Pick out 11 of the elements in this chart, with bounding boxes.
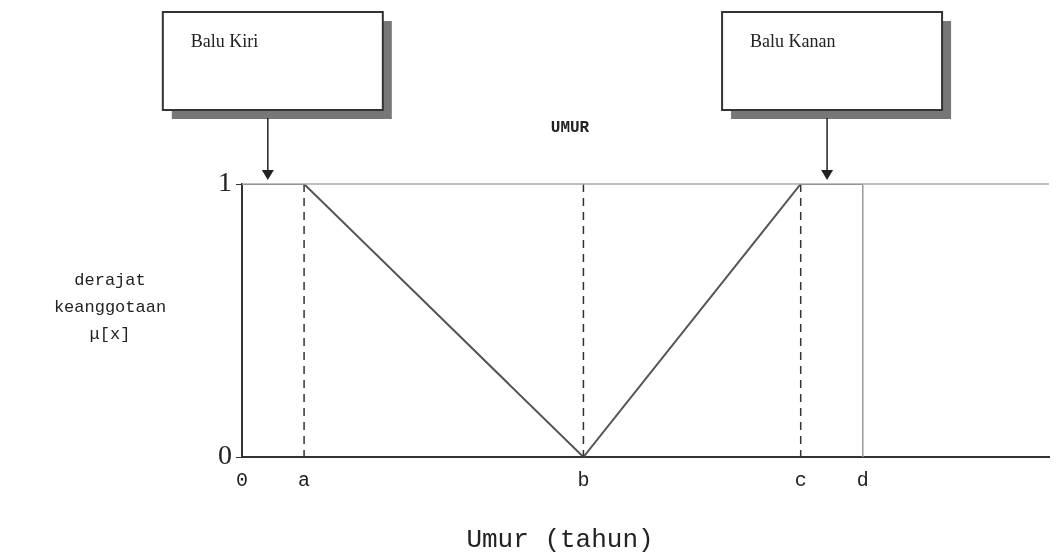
chart-title: UMUR bbox=[550, 119, 590, 138]
x-tick-label: c bbox=[794, 469, 807, 493]
x-tick-label: a bbox=[298, 469, 311, 493]
x-tick-label: d bbox=[856, 469, 869, 493]
text: Balu Kanan bbox=[750, 30, 836, 51]
text: Balu Kiri bbox=[190, 30, 259, 51]
x-tick-label: b bbox=[577, 469, 590, 493]
x-tick-label: 0 bbox=[235, 469, 249, 493]
y-axis-title: derajat keanggotaan μ[x] bbox=[53, 270, 167, 344]
y-tick-label: 1 bbox=[218, 166, 232, 198]
x-axis-title: Umur (tahun) bbox=[466, 524, 654, 555]
